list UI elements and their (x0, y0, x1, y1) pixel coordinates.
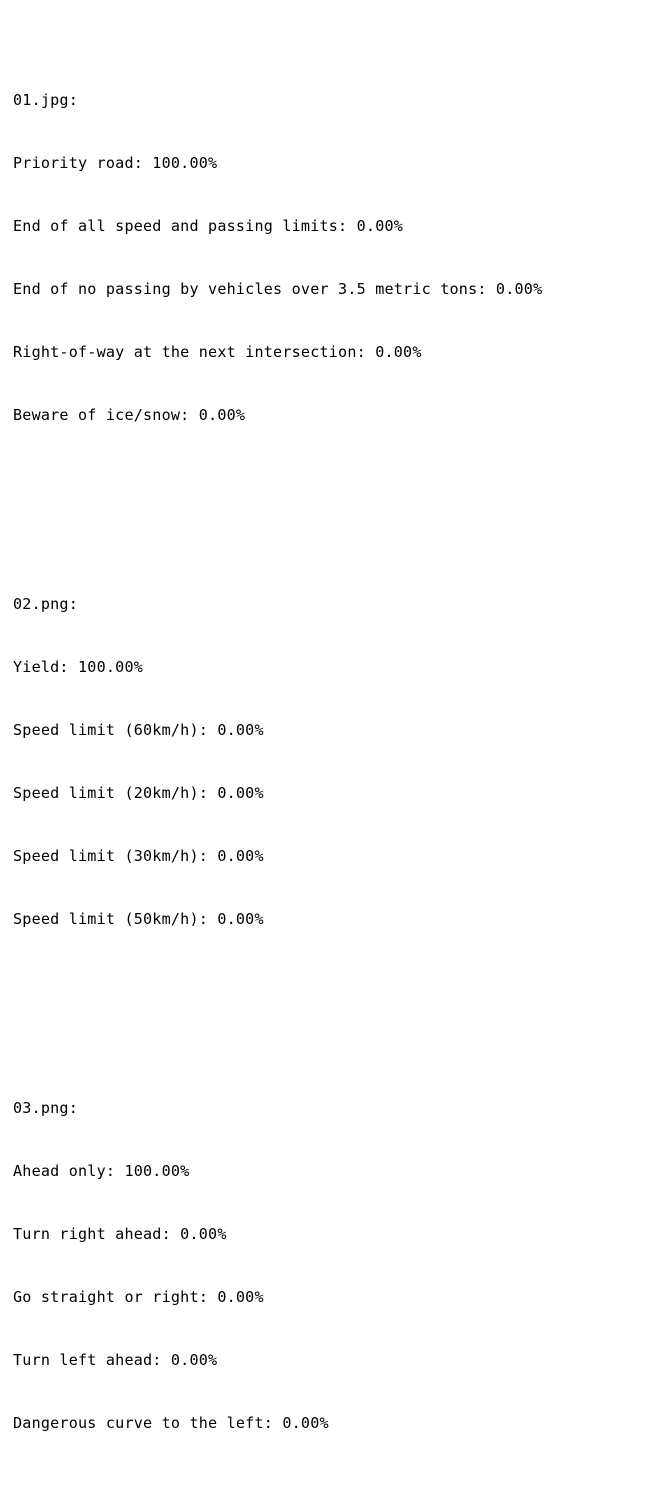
prediction-line: Speed limit (20km/h): 0.00% (13, 784, 264, 802)
prediction-line: Speed limit (60km/h): 0.00% (13, 721, 264, 739)
prediction-line: End of no passing by vehicles over 3.5 m… (13, 280, 543, 298)
result-filename: 02.png: (13, 595, 79, 613)
prediction-output: 01.jpg: Priority road: 100.00% End of al… (13, 6, 542, 1490)
result-block-01: 01.jpg: Priority road: 100.00% End of al… (13, 48, 542, 468)
prediction-line: Priority road: 100.00% (13, 154, 218, 172)
prediction-line: Turn left ahead: 0.00% (13, 1351, 218, 1369)
prediction-line: Ahead only: 100.00% (13, 1162, 190, 1180)
prediction-line: Go straight or right: 0.00% (13, 1288, 264, 1306)
result-filename: 01.jpg: (13, 91, 79, 109)
prediction-line: Right-of-way at the next intersection: 0… (13, 343, 422, 361)
prediction-line: Yield: 100.00% (13, 658, 144, 676)
prediction-line: End of all speed and passing limits: 0.0… (13, 217, 404, 235)
prediction-line: Speed limit (50km/h): 0.00% (13, 910, 264, 928)
prediction-line: Beware of ice/snow: 0.00% (13, 406, 246, 424)
result-block-02: 02.png: Yield: 100.00% Speed limit (60km… (13, 552, 542, 972)
result-filename: 03.png: (13, 1099, 79, 1117)
prediction-line: Turn right ahead: 0.00% (13, 1225, 227, 1243)
prediction-line: Dangerous curve to the left: 0.00% (13, 1414, 329, 1432)
prediction-line: Speed limit (30km/h): 0.00% (13, 847, 264, 865)
result-block-03: 03.png: Ahead only: 100.00% Turn right a… (13, 1056, 542, 1476)
